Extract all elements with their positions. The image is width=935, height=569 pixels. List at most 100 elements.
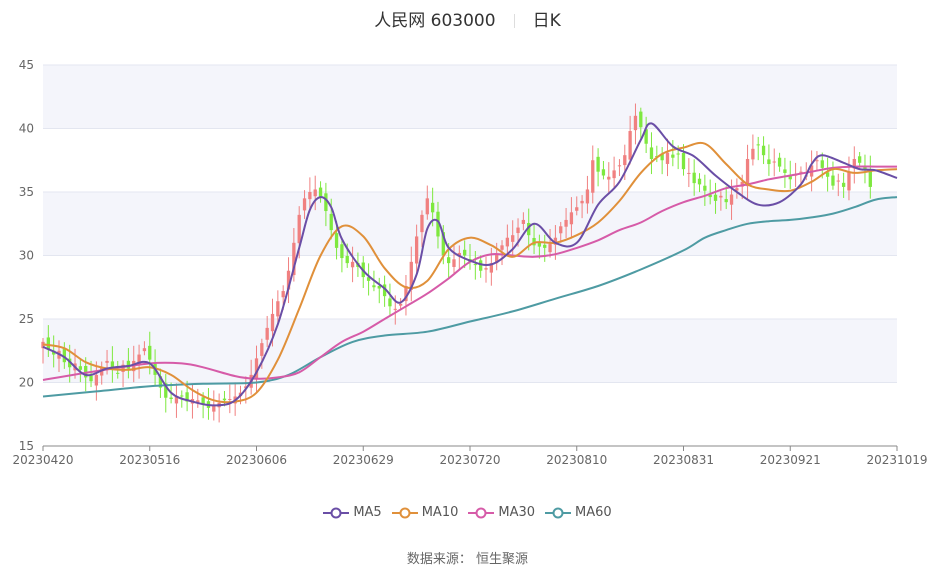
candle-body xyxy=(751,148,755,160)
candle-body xyxy=(564,219,568,227)
candle-body xyxy=(430,202,435,213)
candle-body xyxy=(548,244,552,253)
candle-body xyxy=(164,383,168,398)
legend-item-ma5[interactable]: MA5 xyxy=(323,505,382,520)
candle-body xyxy=(719,195,723,198)
candle-body xyxy=(286,270,291,290)
data-source: 数据来源： 恒生聚源 xyxy=(406,552,529,567)
candle-body xyxy=(441,232,445,256)
candle-body xyxy=(783,169,787,173)
candle-body xyxy=(489,263,494,273)
candle-body xyxy=(788,176,792,180)
candle-body xyxy=(292,242,296,276)
candle-body xyxy=(388,298,392,307)
candle-body xyxy=(756,144,760,146)
candle-body xyxy=(676,153,680,155)
legend-item-ma60[interactable]: MA60 xyxy=(545,505,612,520)
kline-chart: 15 20 25 30 35 40 45 20230420 20230516 20230606 20… xyxy=(12,58,927,467)
candle-body xyxy=(212,405,216,412)
candle-body xyxy=(110,361,115,369)
candle-body xyxy=(302,198,307,211)
grid-band xyxy=(43,65,897,129)
candle-body xyxy=(452,259,456,267)
candle-body xyxy=(633,115,638,131)
candle-body xyxy=(318,187,323,198)
legend-marker-icon xyxy=(323,507,350,518)
y-tick-label: 35 xyxy=(19,185,34,199)
candle-body xyxy=(398,303,403,306)
candle-body xyxy=(772,161,776,163)
candle-body xyxy=(46,337,50,350)
candle-body xyxy=(276,301,280,317)
candle-body xyxy=(260,343,264,356)
candle-body xyxy=(665,152,670,164)
candle-body xyxy=(767,159,771,165)
candle-body xyxy=(505,237,510,247)
candle-body xyxy=(607,176,611,180)
candle-body xyxy=(553,237,558,245)
x-tick-label: 20230831 xyxy=(653,453,714,467)
candle-body xyxy=(126,360,131,369)
x-tick-label: 20230629 xyxy=(333,453,394,467)
candle-body xyxy=(105,360,109,363)
candle-body xyxy=(180,395,184,397)
candle-body xyxy=(580,200,584,204)
candle-body xyxy=(473,264,477,266)
period-label: 日K xyxy=(532,11,561,31)
candle-body xyxy=(713,194,718,201)
candle-body xyxy=(697,178,702,185)
candle-body xyxy=(324,193,328,212)
candle-body xyxy=(639,111,643,128)
legend-label: MA10 xyxy=(421,505,459,520)
x-tick-label: 20230720 xyxy=(439,453,500,467)
candle-body xyxy=(484,268,488,270)
candle-body xyxy=(591,160,595,193)
candle-body xyxy=(729,194,734,205)
candle-body xyxy=(409,261,413,290)
candle-body xyxy=(831,175,835,186)
ma-line-ma60 xyxy=(42,196,898,398)
candle-body xyxy=(121,364,125,373)
candle-body xyxy=(868,170,872,187)
candle-body xyxy=(185,392,189,402)
candle-body xyxy=(174,396,179,404)
legend-item-ma10[interactable]: MA10 xyxy=(391,505,459,520)
legend-item-ma30[interactable]: MA30 xyxy=(468,505,535,520)
candle-body xyxy=(681,153,686,170)
candle-body xyxy=(84,365,88,378)
candle-body xyxy=(137,354,141,365)
candle-body xyxy=(575,207,579,211)
candle-body xyxy=(852,158,856,169)
candle-body xyxy=(692,172,696,184)
candle-body xyxy=(158,376,163,388)
candle-body xyxy=(708,194,712,198)
x-tick-label: 20230420 xyxy=(12,453,73,467)
candle-body xyxy=(740,181,744,187)
candle-body xyxy=(559,226,563,234)
candle-body xyxy=(196,400,200,403)
candle-body xyxy=(596,156,600,172)
candle-body xyxy=(617,165,622,167)
y-tick-label: 25 xyxy=(19,312,34,326)
candle-body xyxy=(313,189,317,197)
candle-body xyxy=(660,153,664,161)
candle-body xyxy=(254,358,259,379)
candle-body xyxy=(820,160,824,168)
candle-body xyxy=(228,399,232,401)
candle-body xyxy=(628,131,632,160)
candle-body xyxy=(724,199,728,203)
x-tick-label: 20230606 xyxy=(226,453,287,467)
candle-body xyxy=(89,375,93,382)
candle-body xyxy=(201,397,205,405)
y-tick-label: 40 xyxy=(19,122,34,136)
candle-body xyxy=(420,214,424,233)
candle-body xyxy=(863,166,867,170)
stock-title: 人民网 603000 xyxy=(374,11,496,31)
y-tick-label: 45 xyxy=(19,58,34,72)
candle-body xyxy=(270,313,275,332)
candle-body xyxy=(601,169,606,176)
legend-label: MA60 xyxy=(575,505,612,520)
x-tick-label: 20231019 xyxy=(866,453,927,467)
candle-body xyxy=(436,211,440,237)
y-tick-label: 15 xyxy=(19,439,34,453)
